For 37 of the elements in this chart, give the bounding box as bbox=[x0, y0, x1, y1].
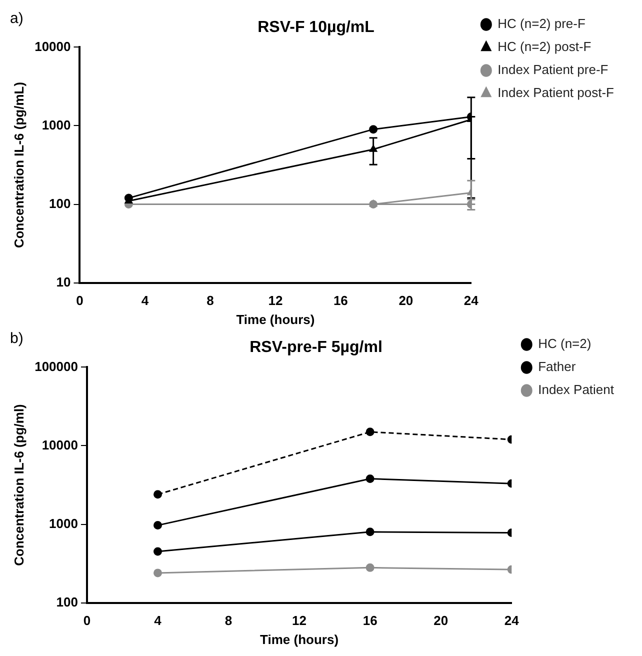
x-axis-title: Time (hours) bbox=[260, 632, 339, 647]
legend-label: HC (n=2) bbox=[538, 336, 592, 352]
text: a) bbox=[10, 10, 24, 27]
text: b) bbox=[10, 330, 24, 347]
y-tick-label: 1000 bbox=[49, 516, 78, 531]
y-tick-label: 10 bbox=[56, 274, 71, 290]
y-axis-title: Concentration IL-6 (pg/ml) bbox=[11, 404, 26, 566]
chart-title: RSV-F 10µg/mL bbox=[258, 19, 375, 36]
y-tick-label: 10000 bbox=[34, 38, 71, 54]
y-tick-label: 100 bbox=[49, 196, 71, 211]
legend-label: Index Patient bbox=[538, 382, 614, 398]
y-tick-label: 10000 bbox=[42, 437, 78, 452]
x-tick-label: 8 bbox=[206, 293, 214, 308]
y-axis-title: Concentration IL-6 (pg/mL) bbox=[11, 82, 26, 248]
x-tick-label: 20 bbox=[398, 293, 414, 308]
legend-label: HC (n=2) pre-F bbox=[498, 16, 586, 32]
legend-label: Index Patient post-F bbox=[498, 85, 614, 100]
x-tick-label: 16 bbox=[333, 293, 348, 308]
x-tick-label: 24 bbox=[504, 613, 520, 628]
x-tick-label: 16 bbox=[362, 613, 378, 628]
x-tick-label: 4 bbox=[141, 293, 150, 308]
legend-label: HC (n=2) post-F bbox=[498, 39, 592, 54]
y-tick-label: 100 bbox=[56, 594, 78, 610]
y-tick-label: 1000 bbox=[42, 117, 71, 132]
legend-label: Index Patient pre-F bbox=[498, 62, 608, 78]
x-axis-title: Time (hours) bbox=[236, 312, 315, 327]
y-tick-label: 100000 bbox=[34, 358, 78, 374]
x-tick-label: 20 bbox=[434, 613, 448, 628]
x-tick-label: 0 bbox=[83, 613, 91, 628]
x-tick-label: 8 bbox=[224, 613, 232, 628]
x-tick-label: 12 bbox=[268, 293, 283, 308]
chart-title: RSV-pre-F 5µg/ml bbox=[250, 339, 382, 356]
legend-label: Father bbox=[538, 359, 576, 374]
x-tick-label: 4 bbox=[154, 613, 162, 628]
x-tick-label: 0 bbox=[76, 293, 84, 308]
x-tick-label: 12 bbox=[292, 613, 307, 628]
x-tick-label: 24 bbox=[464, 293, 480, 308]
